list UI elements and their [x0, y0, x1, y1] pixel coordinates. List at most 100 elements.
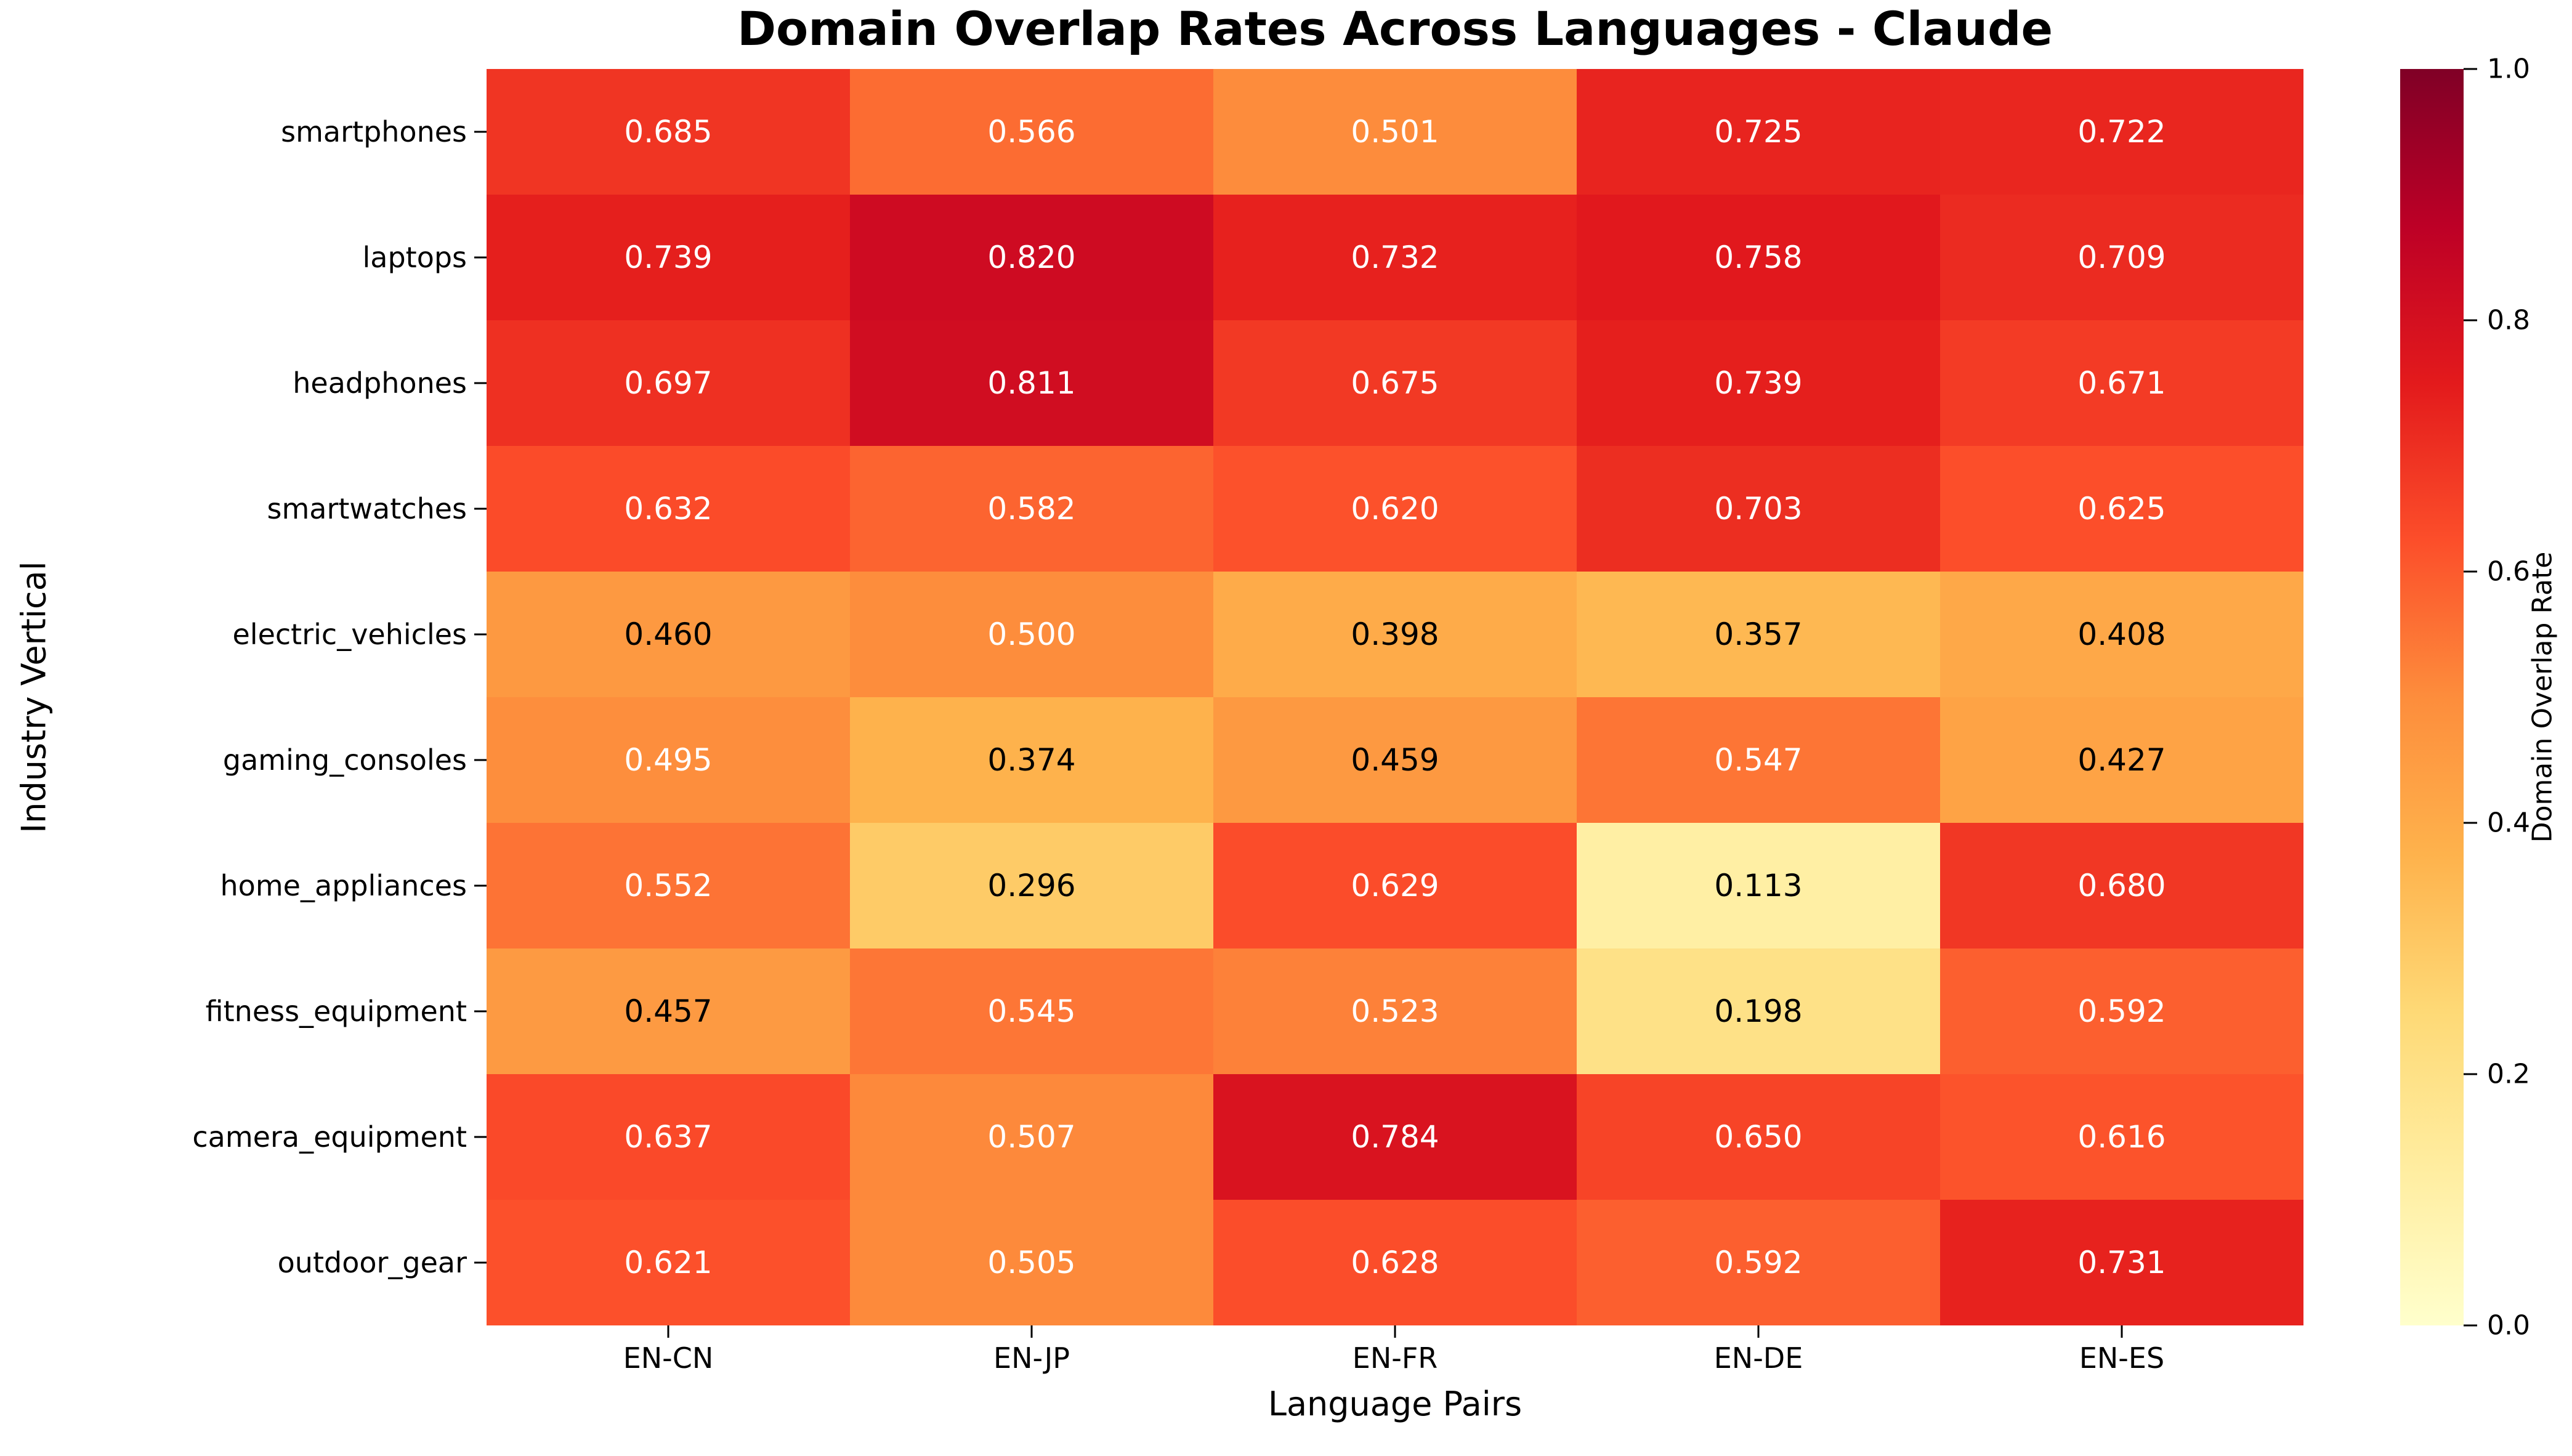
y-tick-label-outdoor_gear: outdoor_gear	[277, 1246, 467, 1279]
x-tick-mark	[1394, 1325, 1396, 1338]
cell-value-label: 0.460	[624, 617, 713, 652]
heatmap-cell-laptops-EN-ES: 0.709	[1940, 195, 2303, 320]
heatmap-cell-fitness_equipment-EN-CN: 0.457	[487, 948, 850, 1074]
x-tick-mark	[2121, 1325, 2123, 1338]
y-tick-mark	[474, 508, 487, 510]
cell-value-label: 0.495	[624, 742, 713, 778]
y-tick-label-camera_equipment: camera_equipment	[192, 1120, 467, 1154]
cell-value-label: 0.198	[1714, 993, 1803, 1029]
heatmap-cell-smartwatches-EN-FR: 0.620	[1213, 446, 1577, 572]
colorbar-tick-label-0.8: 0.8	[2487, 304, 2530, 336]
cell-value-label: 0.592	[1714, 1245, 1803, 1280]
cell-value-label: 0.398	[1351, 617, 1439, 652]
cell-value-label: 0.523	[1351, 993, 1439, 1029]
colorbar-tick-label-0.6: 0.6	[2487, 556, 2530, 588]
cell-value-label: 0.505	[987, 1245, 1076, 1280]
cell-value-label: 0.632	[624, 491, 713, 527]
y-tick-mark	[474, 382, 487, 384]
heatmap-cell-headphones-EN-FR: 0.675	[1213, 320, 1577, 446]
x-tick-label-EN-FR: EN-FR	[1352, 1341, 1438, 1375]
heatmap-cell-camera_equipment-EN-ES: 0.616	[1940, 1074, 2303, 1200]
heatmap-cell-headphones-EN-JP: 0.811	[850, 320, 1213, 446]
heatmap-cell-smartphones-EN-ES: 0.722	[1940, 69, 2303, 195]
heatmap-cell-outdoor_gear-EN-CN: 0.621	[487, 1200, 850, 1325]
heatmap-cell-gaming_consoles-EN-ES: 0.427	[1940, 697, 2303, 823]
x-tick-mark	[1757, 1325, 1760, 1338]
y-tick-mark	[474, 256, 487, 259]
heatmap-cell-fitness_equipment-EN-ES: 0.592	[1940, 948, 2303, 1074]
colorbar-tick-mark	[2464, 570, 2477, 573]
cell-value-label: 0.113	[1714, 868, 1803, 904]
cell-value-label: 0.547	[1714, 742, 1803, 778]
x-tick-mark	[1030, 1325, 1033, 1338]
cell-value-label: 0.709	[2077, 240, 2166, 275]
cell-value-label: 0.459	[1351, 742, 1439, 778]
colorbar-tick-label-0.4: 0.4	[2487, 807, 2530, 839]
colorbar-tick-mark	[2464, 319, 2477, 322]
y-tick-label-electric_vehicles: electric_vehicles	[232, 618, 467, 651]
heatmap-cell-laptops-EN-FR: 0.732	[1213, 195, 1577, 320]
y-tick-mark	[474, 759, 487, 761]
colorbar-tick-mark	[2464, 1324, 2477, 1327]
heatmap-cell-camera_equipment-EN-CN: 0.637	[487, 1074, 850, 1200]
heatmap-cell-home_appliances-EN-ES: 0.680	[1940, 823, 2303, 948]
cell-value-label: 0.731	[2077, 1245, 2166, 1280]
cell-value-label: 0.552	[624, 868, 713, 904]
heatmap-cell-electric_vehicles-EN-CN: 0.460	[487, 572, 850, 697]
colorbar-title: Domain Overlap Rate	[2526, 551, 2558, 843]
cell-value-label: 0.820	[987, 240, 1076, 275]
cell-value-label: 0.650	[1714, 1119, 1803, 1155]
heatmap-cell-home_appliances-EN-JP: 0.296	[850, 823, 1213, 948]
heatmap-cell-home_appliances-EN-FR: 0.629	[1213, 823, 1577, 948]
y-tick-label-gaming_consoles: gaming_consoles	[222, 743, 467, 777]
cell-value-label: 0.545	[987, 993, 1076, 1029]
heatmap-cell-gaming_consoles-EN-CN: 0.495	[487, 697, 850, 823]
heatmap-cell-headphones-EN-ES: 0.671	[1940, 320, 2303, 446]
cell-value-label: 0.357	[1714, 617, 1803, 652]
y-tick-mark	[474, 1136, 487, 1138]
cell-value-label: 0.758	[1714, 240, 1803, 275]
heatmap-cell-fitness_equipment-EN-JP: 0.545	[850, 948, 1213, 1074]
colorbar-tick-label-1.0: 1.0	[2487, 53, 2530, 85]
heatmap-cell-gaming_consoles-EN-JP: 0.374	[850, 697, 1213, 823]
heatmap-cell-smartwatches-EN-ES: 0.625	[1940, 446, 2303, 572]
cell-value-label: 0.592	[2077, 993, 2166, 1029]
cell-value-label: 0.296	[987, 868, 1076, 904]
heatmap-cell-laptops-EN-CN: 0.739	[487, 195, 850, 320]
heatmap-cell-smartwatches-EN-DE: 0.703	[1577, 446, 1940, 572]
cell-value-label: 0.739	[624, 240, 713, 275]
heatmap-cell-smartphones-EN-FR: 0.501	[1213, 69, 1577, 195]
y-tick-label-laptops: laptops	[362, 241, 467, 274]
cell-value-label: 0.628	[1351, 1245, 1439, 1280]
x-tick-label-EN-CN: EN-CN	[623, 1341, 714, 1375]
heatmap-cell-smartphones-EN-CN: 0.685	[487, 69, 850, 195]
heatmap-cell-electric_vehicles-EN-FR: 0.398	[1213, 572, 1577, 697]
x-tick-label-EN-ES: EN-ES	[2079, 1341, 2165, 1375]
y-tick-label-headphones: headphones	[293, 366, 467, 400]
heatmap-cell-headphones-EN-DE: 0.739	[1577, 320, 1940, 446]
cell-value-label: 0.637	[624, 1119, 713, 1155]
cell-value-label: 0.739	[1714, 365, 1803, 401]
x-tick-mark	[667, 1325, 669, 1338]
heatmap-cell-electric_vehicles-EN-JP: 0.500	[850, 572, 1213, 697]
y-axis-title: Industry Vertical	[14, 561, 54, 833]
cell-value-label: 0.675	[1351, 365, 1439, 401]
heatmap-cell-laptops-EN-DE: 0.758	[1577, 195, 1940, 320]
heatmap-cell-outdoor_gear-EN-JP: 0.505	[850, 1200, 1213, 1325]
heatmap-cell-fitness_equipment-EN-DE: 0.198	[1577, 948, 1940, 1074]
x-axis-title: Language Pairs	[1268, 1385, 1523, 1423]
heatmap-cell-outdoor_gear-EN-DE: 0.592	[1577, 1200, 1940, 1325]
cell-value-label: 0.408	[2077, 617, 2166, 652]
y-tick-mark	[474, 131, 487, 133]
cell-value-label: 0.457	[624, 993, 713, 1029]
y-tick-mark	[474, 633, 487, 636]
cell-value-label: 0.697	[624, 365, 713, 401]
cell-value-label: 0.680	[2077, 868, 2166, 904]
colorbar-tick-label-0.0: 0.0	[2487, 1309, 2530, 1341]
colorbar-tick-mark	[2464, 68, 2477, 70]
y-tick-label-fitness_equipment: fitness_equipment	[205, 995, 467, 1028]
colorbar-tick-mark	[2464, 822, 2477, 824]
cell-value-label: 0.703	[1714, 491, 1803, 527]
heatmap-cell-smartphones-EN-DE: 0.725	[1577, 69, 1940, 195]
